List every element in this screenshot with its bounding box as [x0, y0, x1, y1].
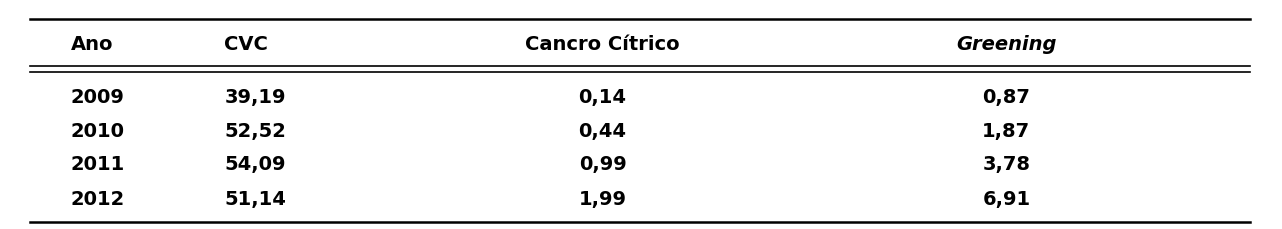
Text: CVC: CVC — [224, 35, 268, 54]
Text: 0,14: 0,14 — [578, 88, 627, 107]
Text: 2012: 2012 — [71, 190, 124, 209]
Text: 1,99: 1,99 — [578, 190, 627, 209]
Text: 2010: 2010 — [71, 122, 124, 141]
Text: 51,14: 51,14 — [224, 190, 286, 209]
Text: 0,87: 0,87 — [982, 88, 1031, 107]
Text: 3,78: 3,78 — [982, 155, 1031, 174]
Text: 54,09: 54,09 — [224, 155, 286, 174]
Text: 6,91: 6,91 — [982, 190, 1031, 209]
Text: 39,19: 39,19 — [224, 88, 286, 107]
Text: 0,99: 0,99 — [578, 155, 627, 174]
Text: 1,87: 1,87 — [982, 122, 1031, 141]
Text: 52,52: 52,52 — [224, 122, 286, 141]
Text: Ano: Ano — [71, 35, 113, 54]
Text: 2011: 2011 — [71, 155, 124, 174]
Text: Cancro Cítrico: Cancro Cítrico — [526, 35, 679, 54]
Text: 2009: 2009 — [71, 88, 124, 107]
Text: 0,44: 0,44 — [578, 122, 627, 141]
Text: Greening: Greening — [956, 35, 1056, 54]
